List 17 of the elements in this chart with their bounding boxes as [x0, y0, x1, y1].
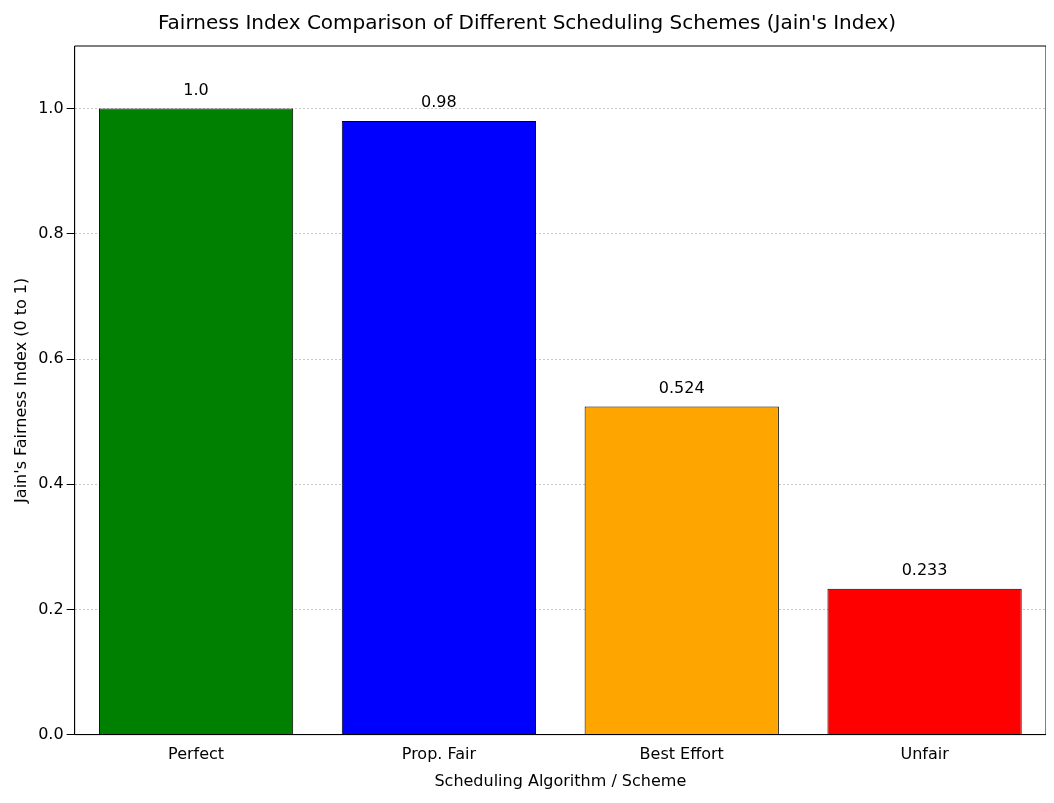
x-tick-label: Perfect [168, 744, 225, 764]
data-label: 0.524 [658, 377, 705, 397]
chart-title: Fairness Index Comparison of Different Scheduling Schemes (Jain's Index) [157, 10, 897, 35]
x-tick-label: Unfair [900, 744, 950, 764]
y-tick-label: 0.8 [38, 222, 64, 242]
data-label: 1.0 [183, 79, 209, 99]
x-axis-title: Scheduling Algorithm / Scheme [434, 770, 687, 790]
x-tick-label: Prop. Fair [401, 744, 477, 764]
y-tick-label: 1.0 [38, 97, 64, 117]
data-label: 0.98 [421, 92, 457, 112]
x-tick-label: Best Effort [639, 744, 724, 764]
y-tick-label: 0.6 [38, 348, 64, 368]
y-axis-title: Jain's Fairness Index (0 to 1) [10, 277, 30, 504]
y-tick-label: 0.0 [38, 723, 64, 743]
y-tick-label: 0.4 [38, 473, 64, 493]
data-label: 0.233 [901, 559, 948, 579]
y-tick-label: 0.2 [38, 598, 64, 618]
